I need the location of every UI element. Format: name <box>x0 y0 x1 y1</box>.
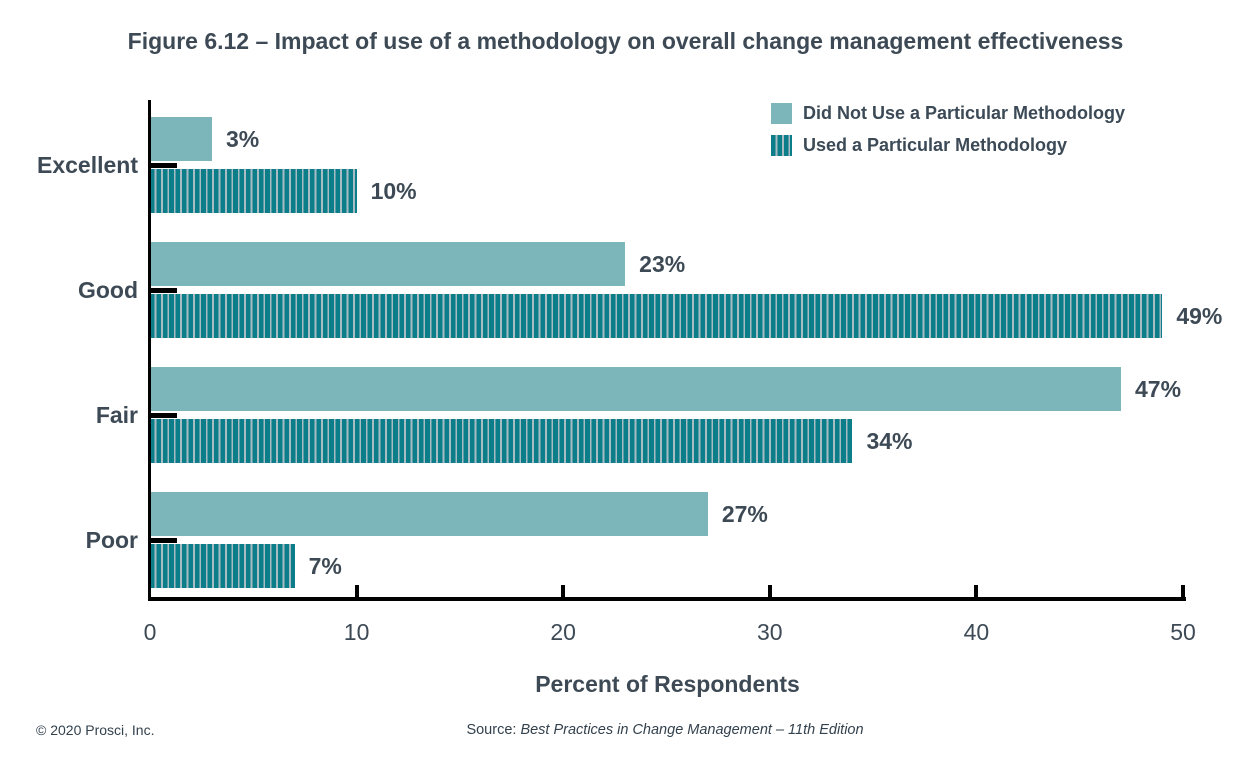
x-axis-tick-label: 50 <box>1170 619 1196 645</box>
x-axis-tick <box>974 585 979 597</box>
x-axis-title: Percent of Respondents <box>535 671 800 697</box>
x-axis-tick-label: 40 <box>963 619 990 645</box>
x-axis-tick-label: 30 <box>757 619 783 645</box>
y-axis-line <box>148 100 151 601</box>
bar-excellent-used <box>150 169 357 213</box>
x-axis-tick <box>767 585 772 597</box>
bar-value-label: 10% <box>370 178 417 204</box>
x-axis-tick-label: 10 <box>343 619 370 645</box>
bar-value-label: 7% <box>308 553 342 579</box>
legend: Did Not Use a Particular Methodology Use… <box>771 101 1125 165</box>
copyright-text: © 2020 Prosci, Inc. <box>36 722 155 738</box>
x-axis-tick <box>1181 585 1185 597</box>
bar-good-did-not-use <box>150 242 626 286</box>
y-axis-tick <box>150 538 177 543</box>
category-label-excellent: Excellent <box>37 152 138 178</box>
bar-value-label: 49% <box>1176 303 1223 329</box>
x-axis-tick <box>561 585 566 597</box>
legend-item-used: Used a Particular Methodology <box>771 133 1125 158</box>
source-book-title: Best Practices in Change Management – 11… <box>520 722 864 738</box>
x-axis-tick-label: 20 <box>550 619 576 645</box>
bar-value-label: 23% <box>639 251 686 277</box>
x-axis-tick <box>354 585 359 597</box>
category-label-good: Good <box>77 277 138 303</box>
source-prefix: Source: <box>466 722 521 738</box>
y-axis-tick <box>150 288 177 293</box>
source-text: Source: Best Practices in Change Managem… <box>466 722 863 738</box>
bar-excellent-did-not-use <box>150 117 212 161</box>
bar-poor-used <box>150 544 295 588</box>
legend-swatch-solid <box>771 103 792 124</box>
bar-fair-used <box>150 419 853 463</box>
y-axis-tick <box>150 413 177 418</box>
bar-value-label: 34% <box>866 428 913 454</box>
bar-fair-did-not-use <box>150 367 1122 411</box>
y-axis-tick <box>150 163 177 168</box>
legend-label-used: Used a Particular Methodology <box>803 135 1068 155</box>
bar-good-used <box>150 294 1163 338</box>
legend-swatch-striped <box>771 135 792 156</box>
x-axis-line <box>148 597 1186 601</box>
bar-value-label: 3% <box>225 126 260 152</box>
legend-item-did-not-use: Did Not Use a Particular Methodology <box>771 101 1125 126</box>
bar-value-label: 27% <box>721 501 768 527</box>
figure-title: Figure 6.12 – Impact of use of a methodo… <box>127 28 1124 54</box>
bar-value-label: 47% <box>1135 376 1182 402</box>
category-label-poor: Poor <box>85 527 138 553</box>
category-label-fair: Fair <box>95 402 138 428</box>
bar-poor-did-not-use <box>150 492 708 536</box>
legend-label-did-not-use: Did Not Use a Particular Methodology <box>803 103 1126 123</box>
x-axis-tick-label: 0 <box>143 619 157 645</box>
